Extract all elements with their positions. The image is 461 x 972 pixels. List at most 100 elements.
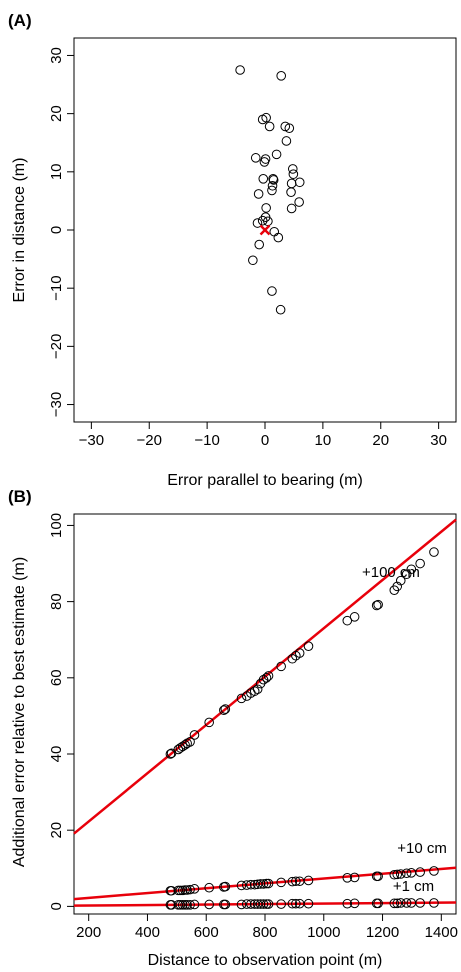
panel-b-series-points xyxy=(165,866,439,896)
panel-b-x-tick-label: 1400 xyxy=(425,924,458,941)
panel-b-data-point xyxy=(185,900,195,910)
panel-b-data-point xyxy=(276,661,286,672)
panel-b-data-point xyxy=(189,730,200,740)
panel-b-data-point xyxy=(401,898,412,908)
panel-b-data-point xyxy=(175,743,186,753)
panel-a-cross-stroke xyxy=(259,224,271,236)
panel-a-x-tick-label: 0 xyxy=(261,432,269,449)
panel-b-data-point xyxy=(204,899,214,910)
panel-b-data-point xyxy=(241,880,252,890)
panel-a-data-point xyxy=(257,215,268,226)
panel-a-data-point xyxy=(286,203,297,214)
panel-b-data-point xyxy=(429,866,439,876)
panel-b-data-point xyxy=(165,749,176,759)
panel-a-data-point xyxy=(261,112,271,123)
panel-b-y-tick-label: 100 xyxy=(48,513,65,538)
panel-a-x-tick-label: 30 xyxy=(430,432,447,449)
panel-b-data-point xyxy=(246,899,256,909)
panel-b-data-point xyxy=(349,612,360,622)
panel-b-data-point xyxy=(373,599,383,610)
panel-b-x-tick-label: 400 xyxy=(135,924,160,941)
panel-b-data-point xyxy=(373,871,383,882)
panel-b-x-tick-label: 1000 xyxy=(307,924,340,941)
panel-b-data-point xyxy=(294,648,305,658)
panel-a: (A) −30 −20 −10 0 10 20 30 −30 −20 −10 0 10 20 30 Er… xyxy=(8,11,457,489)
panel-b-data-point xyxy=(373,898,383,909)
panel-b-data-point xyxy=(258,879,269,889)
panel-a-data-point xyxy=(281,136,292,146)
panel-a-data-point xyxy=(288,169,299,179)
panel-a-data-point xyxy=(261,203,271,213)
panel-b-data-point xyxy=(349,898,360,909)
panel-b-data-point xyxy=(395,898,406,908)
panel-b-data-point xyxy=(263,878,274,889)
panel-b-data-point xyxy=(415,898,425,908)
panel-b-data-point xyxy=(220,704,231,714)
panel-a-label: (A) xyxy=(8,11,32,30)
panel-a-origin-marker xyxy=(259,224,271,236)
panel-b-data-point xyxy=(219,705,229,715)
panel-a-data-point xyxy=(254,239,265,250)
panel-a-data-point xyxy=(286,187,296,197)
panel-b-series-label: +100 cm xyxy=(362,564,420,581)
panel-a-data-point xyxy=(273,232,284,243)
panel-b-data-point xyxy=(263,671,274,681)
panel-b-data-point xyxy=(287,876,298,887)
panel-b-data-point xyxy=(406,564,417,575)
panel-b-data-point xyxy=(342,898,353,909)
panel-b-data-point xyxy=(236,693,247,704)
panel-b-data-point xyxy=(204,882,214,893)
panel-a-data-point xyxy=(284,123,295,133)
panel-a-data-point xyxy=(294,177,305,188)
panel-a-data-point xyxy=(250,153,261,163)
panel-b-data-point xyxy=(429,898,439,908)
panel-b-data-point xyxy=(252,684,263,695)
panel-b-x-tick-label: 1200 xyxy=(366,924,399,941)
panel-a-x-axis-title: Error parallel to bearing (m) xyxy=(167,472,363,489)
panel-b-data-point xyxy=(287,653,298,664)
panel-a-x-axis: −30 −20 −10 0 10 20 30 xyxy=(79,422,447,449)
panel-b-data-point xyxy=(287,898,298,909)
panel-a-cross-marker xyxy=(259,224,271,236)
panel-b-x-axis-title: Distance to observation point (m) xyxy=(148,952,383,969)
panel-a-data-point xyxy=(271,149,282,160)
panel-a-data-point xyxy=(269,226,280,237)
panel-b-data-point xyxy=(263,899,274,909)
panel-b-data-point xyxy=(291,876,301,887)
panel-b-data-point xyxy=(241,899,252,909)
panel-b-data-point xyxy=(189,884,200,894)
panel-a-x-tick-label: −20 xyxy=(137,432,162,449)
panel-b-data-point xyxy=(236,880,247,891)
panel-b-data-point xyxy=(180,740,190,750)
panel-b-fit-line xyxy=(73,518,457,835)
panel-b-y-tick-label: 80 xyxy=(48,593,65,610)
panel-b-data-point xyxy=(342,873,353,883)
panel-b-points xyxy=(165,547,439,910)
panel-b-data-point xyxy=(255,899,266,909)
panel-b-data-point xyxy=(261,673,272,683)
panel-a-data-point xyxy=(252,218,263,228)
panel-b-data-point xyxy=(182,900,192,910)
panel-b-data-point xyxy=(276,899,286,909)
panel-a-data-point xyxy=(287,164,298,174)
panel-b-y-tick-label: 20 xyxy=(48,822,65,839)
panel-b-data-point xyxy=(189,899,200,910)
panel-a-x-tick-label: 10 xyxy=(315,432,332,449)
panel-a-data-point xyxy=(235,65,245,75)
panel-b-data-point xyxy=(371,600,382,611)
panel-b-data-point xyxy=(291,898,301,909)
panel-a-y-axis-title: Error in distance (m) xyxy=(11,158,28,303)
panel-b-data-point xyxy=(429,547,439,557)
panel-b-data-point xyxy=(303,898,314,909)
panel-b-data-point xyxy=(342,615,353,626)
panel-a-data-point xyxy=(267,180,278,191)
panel-a-data-point xyxy=(275,304,286,315)
panel-b-data-point xyxy=(175,885,186,896)
panel-a-data-point xyxy=(264,121,275,132)
panel-b-y-tick-label: 40 xyxy=(48,746,65,763)
panel-b-series-label: +10 cm xyxy=(397,840,447,857)
panel-b-data-point xyxy=(303,641,314,651)
panel-b-data-point xyxy=(177,900,188,910)
panel-a-y-axis: −30 −20 −10 0 10 20 30 xyxy=(48,47,74,417)
panel-b-data-point xyxy=(389,869,400,880)
